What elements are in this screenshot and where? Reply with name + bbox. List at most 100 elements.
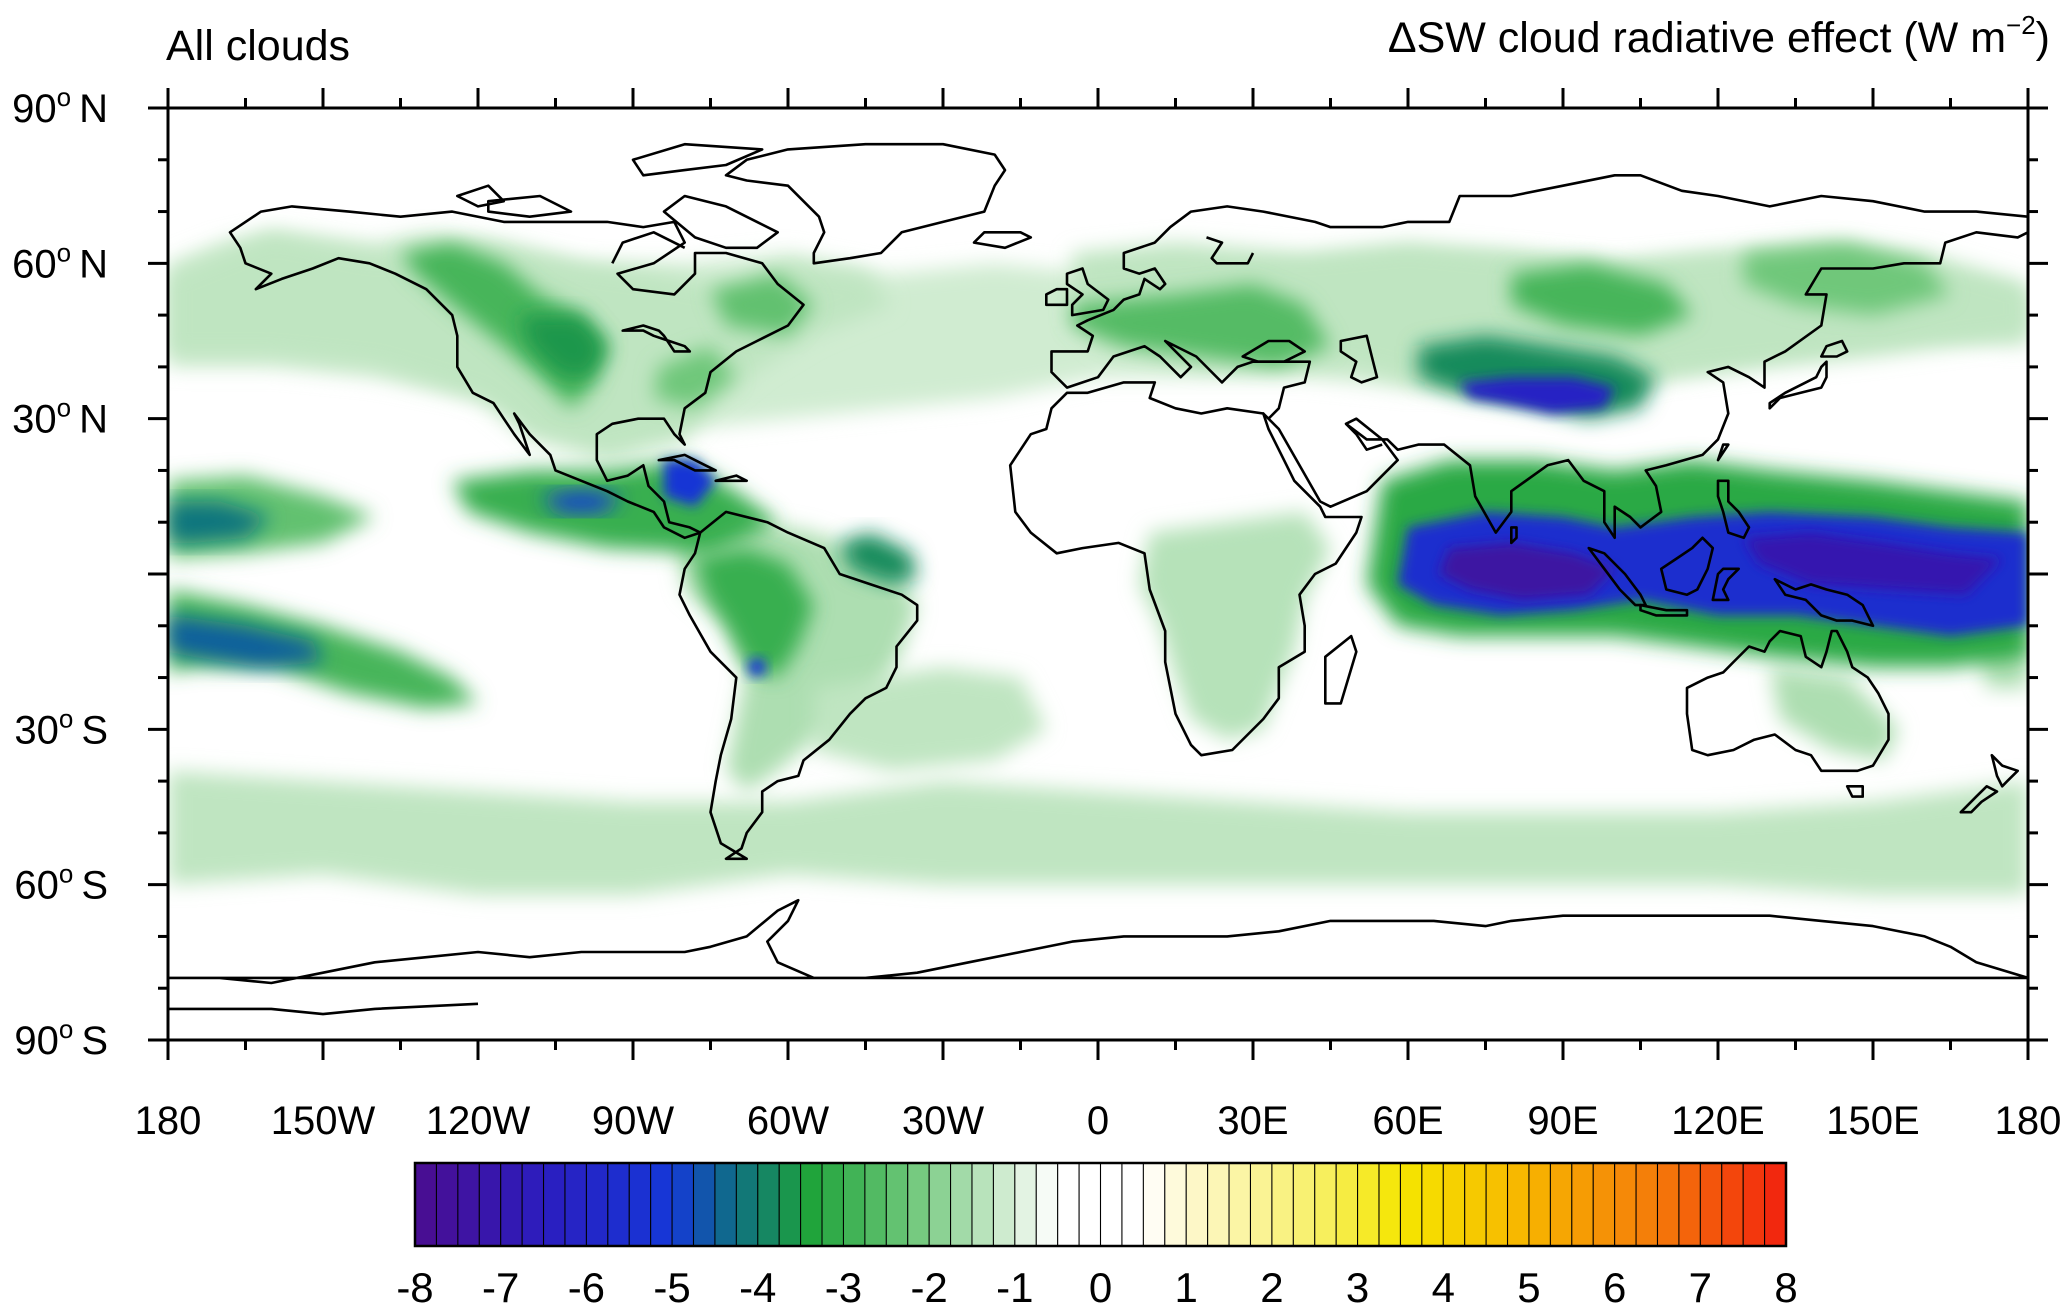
colorbar-box xyxy=(1614,1162,1637,1247)
colorbar-label: -6 xyxy=(568,1264,605,1307)
colorbar-box xyxy=(1592,1162,1616,1247)
coastline-caspian xyxy=(1339,334,1379,384)
field-contour-band xyxy=(1139,511,1331,740)
coastline-ellesmere xyxy=(631,142,764,177)
latitude-label: 60o N xyxy=(12,237,108,286)
colorbar-box xyxy=(1485,1162,1509,1247)
coastline-greenland xyxy=(724,142,1007,265)
latitude-label: 90o N xyxy=(12,82,108,131)
colorbar-box xyxy=(478,1162,502,1247)
longitude-label: 30E xyxy=(1217,1099,1288,1143)
colorbar-box xyxy=(949,1162,973,1247)
longitude-label: 180 xyxy=(135,1099,202,1143)
field-contour-band xyxy=(168,589,478,709)
longitude-label: 90E xyxy=(1527,1099,1598,1143)
colorbar-label: 2 xyxy=(1260,1264,1283,1307)
coastline-taiwan xyxy=(1716,443,1730,462)
colorbar-box xyxy=(650,1162,673,1247)
colorbar-box xyxy=(1271,1162,1295,1247)
coastline-europe-asia xyxy=(1050,174,2028,540)
colorbar-box xyxy=(607,1162,630,1247)
field-contour-band xyxy=(813,667,1047,771)
colorbar-box xyxy=(1314,1162,1337,1247)
colorbar-box xyxy=(885,1162,909,1247)
coastline-baffin xyxy=(662,194,780,250)
colorbar-box xyxy=(1421,1162,1444,1247)
latitude-label: 30o S xyxy=(14,703,108,752)
colorbar-box xyxy=(1357,1162,1380,1247)
field-contour-band xyxy=(710,273,814,336)
colorbar-box xyxy=(585,1162,609,1247)
coastline-hispaniola xyxy=(714,474,749,483)
longitude-label: 60E xyxy=(1372,1099,1443,1143)
coastline-sulawesi xyxy=(1711,567,1740,602)
longitude-label: 30W xyxy=(902,1099,984,1143)
colorbar-box xyxy=(1335,1162,1359,1247)
coastline-north-america xyxy=(228,205,805,540)
coastline-new-zealand-north xyxy=(1990,753,2019,788)
field-contour-band xyxy=(839,532,918,585)
colorbar-box xyxy=(521,1162,545,1247)
field-contour-band xyxy=(746,656,768,678)
colorbar-label: 5 xyxy=(1517,1264,1540,1307)
coastline-sri-lanka xyxy=(1510,526,1518,545)
coastline-arabian-gulf-inner xyxy=(1345,422,1383,452)
colorbar-box xyxy=(435,1162,459,1247)
colorbar-box xyxy=(1207,1162,1230,1247)
colorbar-box xyxy=(1656,1162,1680,1247)
field-contour-band xyxy=(168,770,2028,895)
colorbar-box xyxy=(1678,1162,1702,1247)
colorbar-box xyxy=(1121,1162,1145,1247)
colorbar-box xyxy=(992,1162,1016,1247)
colorbar-box xyxy=(564,1162,588,1247)
coastline-japan xyxy=(1768,360,1828,410)
colorbar-label: -3 xyxy=(825,1264,862,1307)
field-contour-band xyxy=(168,501,272,543)
longitude-label: 150E xyxy=(1826,1099,1919,1143)
colorbar-box xyxy=(1292,1162,1316,1247)
longitude-labels: 180 150W 120W 90W 60W 30W 0 30E 60E 90E 120E 150E 18… xyxy=(135,1099,2062,1143)
colorbar-box xyxy=(971,1162,995,1247)
longitude-label: 0 xyxy=(1087,1099,1109,1143)
colorbar-label: 6 xyxy=(1603,1264,1626,1307)
coastline-black-sea xyxy=(1241,339,1306,364)
coastline-banks-island xyxy=(455,184,506,208)
field-contour-band xyxy=(540,491,623,512)
coastline-ireland xyxy=(1045,287,1069,307)
coastlines xyxy=(168,142,2028,1016)
colorbar-box xyxy=(800,1162,823,1247)
colorbar-box xyxy=(671,1162,695,1247)
coastline-great-lakes xyxy=(621,324,692,353)
coastline-hudson-bay-inner xyxy=(611,231,686,264)
colorbar-box xyxy=(500,1162,523,1247)
field-contour-band xyxy=(695,548,814,678)
latitude-label: 90o S xyxy=(14,1014,108,1063)
field-contour-band xyxy=(1459,377,1615,414)
colorbar-box xyxy=(1014,1162,1037,1247)
longitude-label: 60W xyxy=(747,1099,829,1143)
colorbar-box xyxy=(842,1162,866,1247)
colorbar-box xyxy=(1099,1162,1123,1247)
colorbar-box xyxy=(714,1162,738,1247)
colorbar-box xyxy=(778,1162,802,1247)
coastline-great-britain xyxy=(1065,267,1110,317)
axis-ticks xyxy=(148,88,2048,1060)
coastline-iceland xyxy=(972,231,1033,250)
coastline-new-zealand-south xyxy=(1959,784,1999,814)
coastline-new-guinea xyxy=(1773,577,1875,628)
colorbar-label: 1 xyxy=(1175,1264,1198,1307)
colorbar-box xyxy=(928,1162,952,1247)
colorbar-box xyxy=(1635,1162,1659,1247)
coastline-hokkaido xyxy=(1820,339,1849,358)
coastline-victoria-island xyxy=(486,194,573,218)
colorbar-box xyxy=(1764,1162,1787,1247)
colorbar xyxy=(413,1161,1788,1248)
colorbar-box xyxy=(1571,1162,1594,1247)
colorbar-box xyxy=(1506,1162,1530,1247)
colorbar-box xyxy=(1399,1162,1423,1247)
field-contour-band xyxy=(1743,532,2003,595)
longitude-label: 90W xyxy=(592,1099,674,1143)
colorbar-box xyxy=(1464,1162,1487,1247)
colorbar-label: -5 xyxy=(653,1264,690,1307)
